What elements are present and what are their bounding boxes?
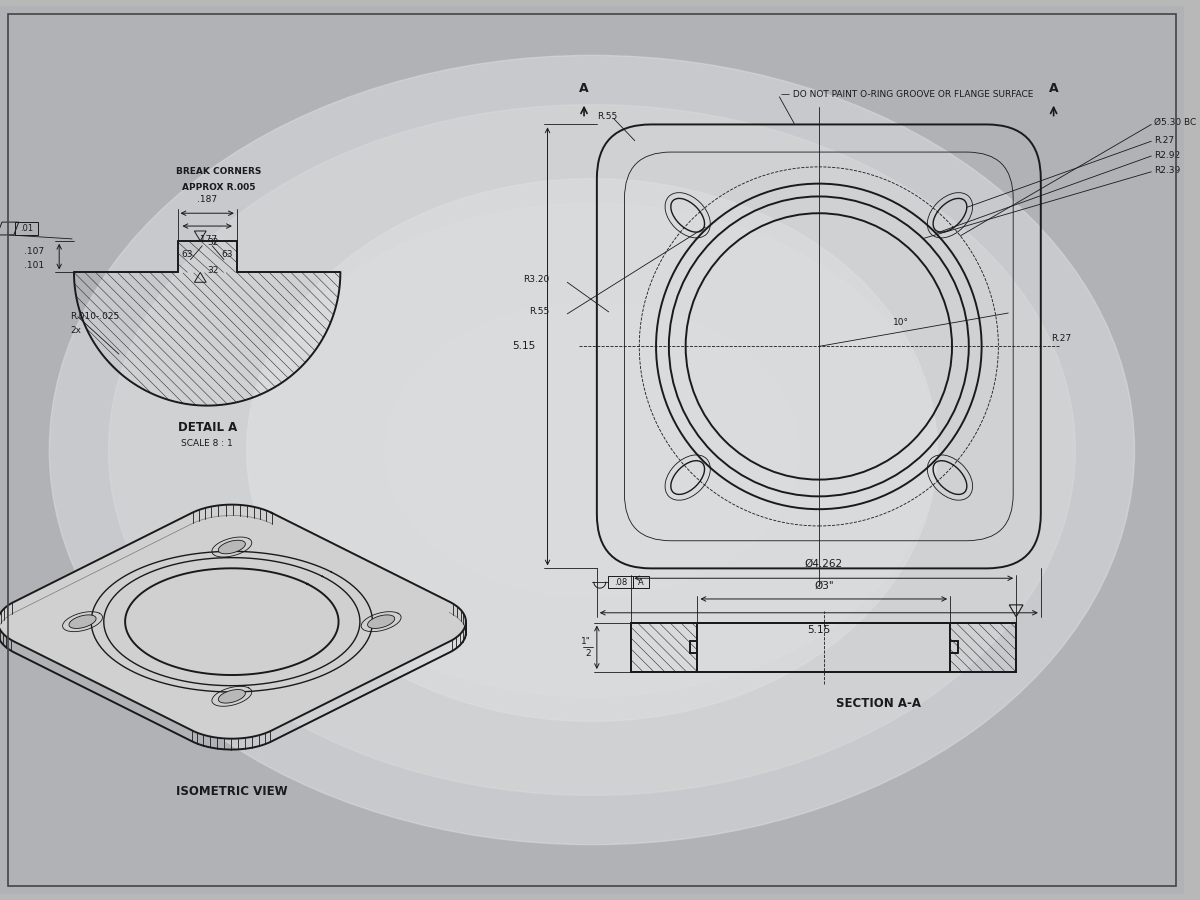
- Bar: [634, 576, 649, 588]
- Text: R.27: R.27: [1154, 136, 1175, 145]
- Text: DETAIL A: DETAIL A: [178, 421, 236, 434]
- Polygon shape: [218, 540, 245, 554]
- Text: R.55: R.55: [596, 112, 617, 121]
- Text: R.55: R.55: [529, 308, 550, 317]
- Text: .107: .107: [24, 248, 44, 256]
- Text: R2.39: R2.39: [1154, 166, 1181, 176]
- Text: R2.92: R2.92: [1154, 150, 1181, 159]
- Text: A: A: [638, 578, 644, 587]
- Bar: [607, 576, 634, 588]
- Text: R3.20: R3.20: [523, 274, 550, 284]
- Text: APPROX R.005: APPROX R.005: [182, 183, 256, 192]
- Ellipse shape: [108, 104, 1075, 796]
- Ellipse shape: [247, 179, 937, 721]
- Text: .08: .08: [614, 578, 628, 587]
- Text: 32: 32: [208, 238, 218, 248]
- Text: 2x: 2x: [70, 326, 82, 335]
- Text: Ø3": Ø3": [814, 581, 834, 591]
- Ellipse shape: [385, 302, 799, 598]
- Polygon shape: [218, 689, 245, 703]
- Text: R.27: R.27: [1051, 334, 1070, 343]
- Text: 5.15: 5.15: [808, 625, 830, 634]
- Ellipse shape: [247, 203, 937, 697]
- Text: 63: 63: [181, 250, 193, 259]
- Text: SECTION A-A: SECTION A-A: [835, 697, 920, 710]
- Polygon shape: [68, 615, 96, 628]
- Text: .101: .101: [24, 261, 44, 270]
- Text: 63: 63: [221, 250, 233, 259]
- Polygon shape: [367, 615, 395, 628]
- Text: SCALE 8 : 1: SCALE 8 : 1: [181, 438, 233, 447]
- Text: .01: .01: [20, 224, 34, 233]
- Text: Ø4.262: Ø4.262: [805, 558, 842, 569]
- Text: 5.15: 5.15: [512, 341, 535, 351]
- Text: — DO NOT PAINT O-RING GROOVE OR FLANGE SURFACE: — DO NOT PAINT O-RING GROOVE OR FLANGE S…: [781, 90, 1033, 99]
- Text: 1": 1": [581, 637, 590, 646]
- Text: .177: .177: [197, 235, 217, 244]
- Text: 32: 32: [208, 266, 218, 274]
- Polygon shape: [0, 505, 466, 739]
- Text: BREAK CORNERS: BREAK CORNERS: [176, 167, 262, 176]
- Text: ISOMETRIC VIEW: ISOMETRIC VIEW: [176, 785, 288, 798]
- Bar: [14, 222, 38, 235]
- Text: 10°: 10°: [893, 319, 908, 328]
- Text: .187: .187: [197, 195, 217, 204]
- Text: A: A: [580, 82, 589, 94]
- Text: Ø5.30 BC: Ø5.30 BC: [1154, 118, 1196, 127]
- Text: A: A: [1049, 82, 1058, 94]
- Ellipse shape: [49, 56, 1134, 844]
- Text: R.010-.025: R.010-.025: [70, 312, 119, 321]
- Text: 2: 2: [586, 649, 590, 658]
